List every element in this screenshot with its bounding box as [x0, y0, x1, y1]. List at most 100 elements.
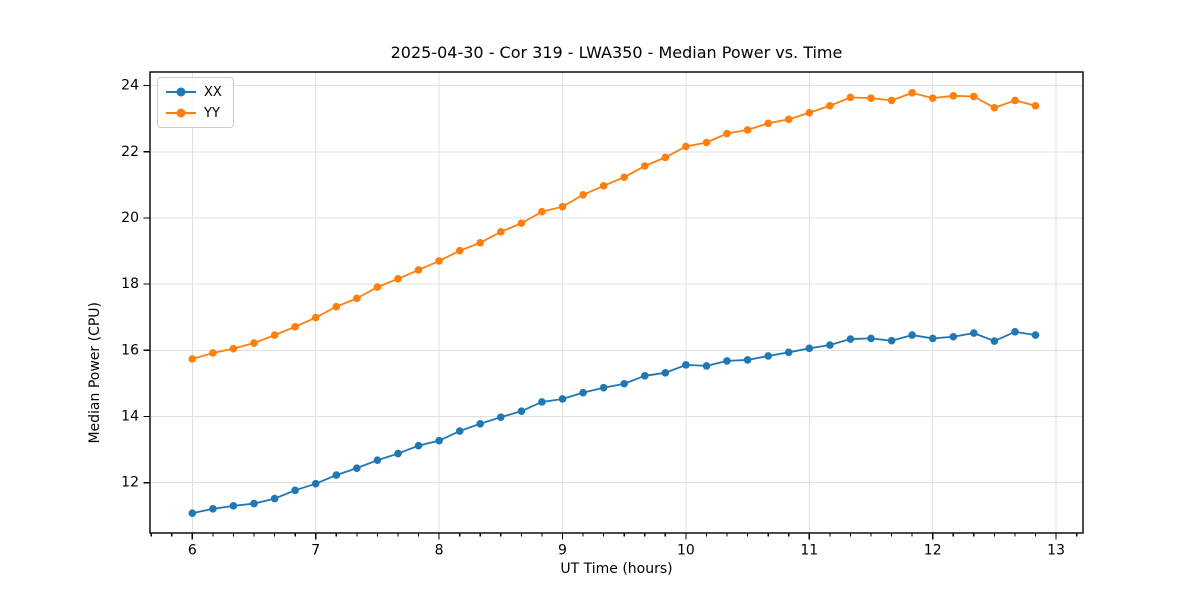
legend-label-yy: YY [204, 105, 220, 121]
series-yy-point [990, 103, 999, 112]
series-xx-point [764, 352, 773, 360]
series-xx-point [311, 479, 320, 488]
series-yy-point [846, 93, 855, 102]
svg-text:11: 11 [800, 543, 818, 559]
grid [150, 72, 1083, 533]
svg-text:22: 22 [121, 144, 139, 160]
series-xx-point [990, 337, 999, 345]
series-yy-point [373, 283, 382, 291]
series-yy-point [414, 266, 423, 274]
y-axis-label-text: Median Power (CPU) [87, 301, 103, 444]
series-xx-point [949, 332, 958, 341]
series-yy-point [908, 89, 916, 97]
series-yy-point [270, 331, 279, 339]
series-xx-point [784, 348, 793, 357]
svg-text:24: 24 [121, 78, 139, 94]
series-yy-point [743, 126, 752, 134]
series-yy-point [661, 153, 670, 162]
series-yy-point [949, 92, 958, 100]
series-xx-point [620, 379, 629, 388]
series-xx-point [661, 369, 670, 377]
series-yy-point [826, 101, 834, 110]
svg-text:12: 12 [924, 543, 942, 559]
series-yy-point [311, 313, 320, 322]
legend-item-yy: YY [166, 103, 222, 123]
series-xx-point [579, 388, 587, 397]
series-yy-point [682, 142, 690, 151]
series-xx [188, 327, 1040, 517]
series-xx-point [599, 383, 608, 392]
series-xx-point [908, 331, 916, 339]
series-yy-point [784, 115, 793, 124]
series-xx-point [435, 436, 443, 445]
series-yy-point [188, 355, 197, 363]
series-xx-point [1031, 331, 1040, 339]
series-xx-line [192, 330, 1036, 515]
series-xx-point [394, 449, 402, 458]
svg-text:18: 18 [121, 276, 139, 292]
series-xx-point [455, 427, 464, 435]
series-yy-point [969, 92, 978, 101]
series-xx-point [1011, 327, 1019, 336]
series-xx-point [846, 335, 855, 343]
series-yy-point [1011, 96, 1019, 105]
axis-ticks [143, 84, 1078, 540]
svg-text:7: 7 [311, 543, 320, 559]
series-yy-point [641, 162, 649, 170]
series-xx-point [229, 502, 238, 510]
svg-text:6: 6 [188, 543, 197, 559]
series-xx-point [558, 395, 567, 403]
series-yy-point [579, 190, 587, 199]
yy-line-marker-icon [166, 108, 196, 118]
tick-labels: 6 7 8 9 10 11 12 13 12 14 16 18 20 22 24 [121, 78, 1065, 559]
series-xx-point [291, 486, 299, 495]
series-yy-point [435, 257, 443, 265]
svg-text:8: 8 [435, 543, 444, 559]
xx-line-marker-icon [166, 87, 196, 97]
svg-text:13: 13 [1047, 543, 1065, 559]
series-xx-point [641, 372, 649, 380]
series-yy-point [620, 173, 629, 182]
series-xx-point [538, 398, 546, 406]
series-xx-point [928, 334, 937, 343]
series-yy-point [394, 275, 402, 283]
series-yy-point [517, 219, 526, 228]
svg-text:16: 16 [121, 342, 139, 358]
series-yy-point [867, 94, 875, 102]
series-yy-point [1031, 101, 1040, 110]
svg-text:9: 9 [558, 543, 567, 559]
series-yy-point [702, 138, 711, 147]
series-yy-point [332, 302, 341, 311]
series-xx-point [743, 356, 752, 364]
series-xx-point [723, 357, 731, 365]
series-xx-point [969, 329, 978, 337]
series-xx-point [188, 509, 197, 517]
series-yy-point [928, 94, 937, 102]
svg-text:20: 20 [121, 210, 139, 226]
legend-item-xx: XX [166, 82, 222, 102]
series-yy-point [805, 108, 814, 117]
series-yy-point [353, 294, 361, 303]
legend: XX YY [157, 77, 234, 128]
svg-text:14: 14 [121, 409, 139, 425]
series-xx-point [414, 441, 423, 450]
series-xx-point [826, 341, 834, 349]
legend-label-xx: XX [204, 84, 222, 100]
series-xx-point [702, 362, 711, 370]
series-yy-point [497, 228, 505, 236]
series-xx-point [332, 471, 341, 479]
series-yy-point [291, 323, 299, 331]
series-xx-point [497, 413, 505, 421]
series-xx-point [209, 505, 217, 513]
series-yy [188, 89, 1040, 363]
series-yy-point [764, 119, 773, 128]
x-axis-label: UT Time (hours) [560, 561, 673, 577]
series-yy-point [538, 207, 546, 216]
series-xx-point [270, 494, 279, 503]
series-xx-point [353, 464, 361, 472]
series-yy-point [599, 182, 608, 190]
series-yy-point [229, 344, 238, 353]
svg-text:12: 12 [121, 475, 139, 491]
